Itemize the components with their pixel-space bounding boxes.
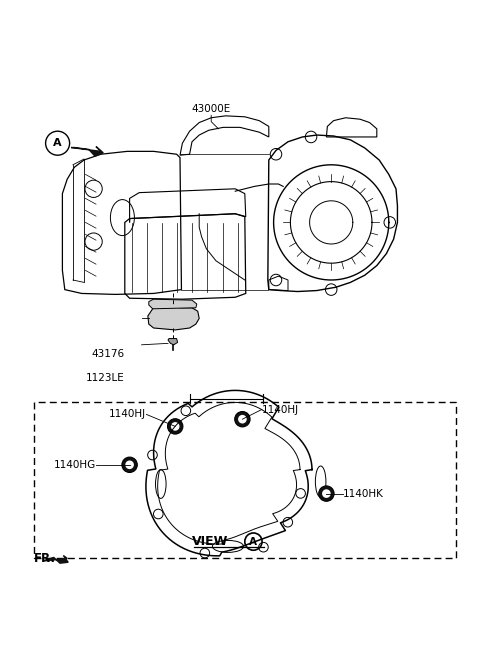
Text: FR.: FR. [34,552,56,565]
Circle shape [171,422,180,431]
Circle shape [122,457,137,472]
Text: 1140HG: 1140HG [54,460,96,470]
Text: 43000E: 43000E [192,104,231,114]
Text: VIEW: VIEW [192,535,228,548]
Circle shape [238,415,247,424]
Circle shape [322,489,331,498]
Text: A: A [250,537,257,546]
Circle shape [125,461,134,469]
Bar [34,402,456,558]
Text: 1140HK: 1140HK [343,489,384,499]
Circle shape [319,486,334,501]
Circle shape [168,419,183,434]
Polygon shape [43,556,68,564]
Polygon shape [148,305,199,330]
Polygon shape [149,299,197,309]
Polygon shape [71,146,103,156]
Text: 1123LE: 1123LE [86,373,125,383]
Circle shape [235,411,250,427]
Text: 1140HJ: 1140HJ [109,409,146,419]
Text: 1140HJ: 1140HJ [262,405,299,415]
Polygon shape [168,338,178,345]
Text: A: A [53,138,62,148]
Text: 43176: 43176 [92,350,125,359]
